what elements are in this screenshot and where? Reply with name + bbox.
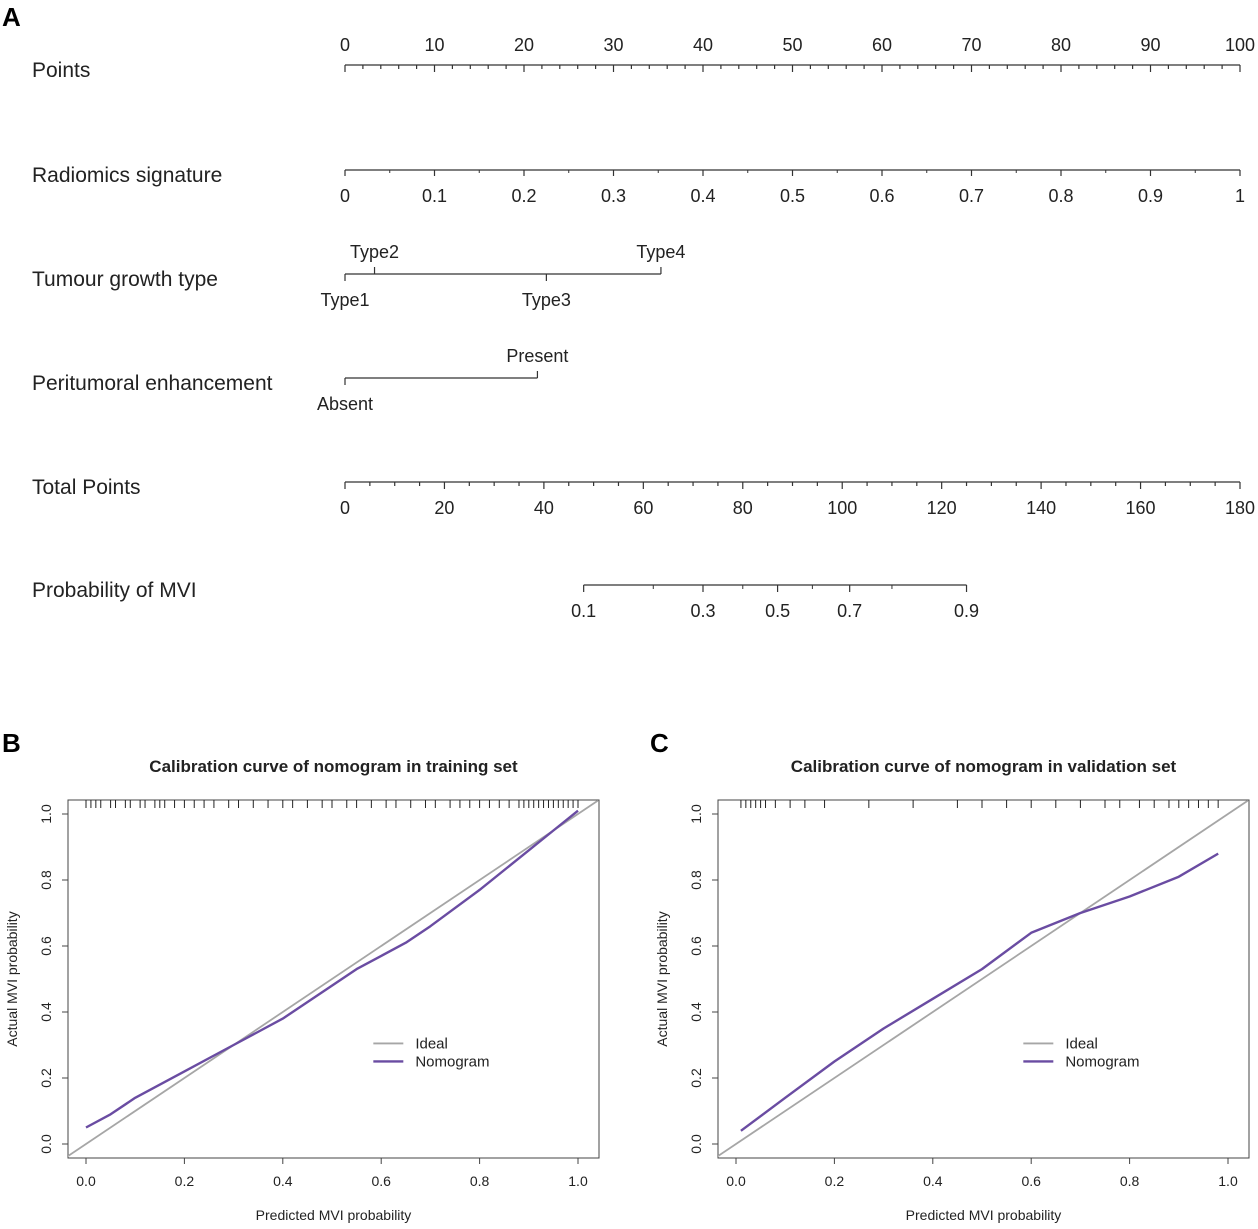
ideal-line xyxy=(68,800,599,1158)
x-tick-label: 0.8 xyxy=(470,1173,490,1189)
y-tick-label: 0.2 xyxy=(688,1068,704,1088)
y-tick-label: 0.8 xyxy=(38,870,54,890)
probability-tick-label: 0.5 xyxy=(765,601,790,621)
row-label-0: Points xyxy=(32,59,90,82)
points-tick-label: 80 xyxy=(1051,35,1071,55)
legend-ideal-label: Ideal xyxy=(1065,1035,1098,1052)
row-label-5: Probability of MVI xyxy=(32,579,197,602)
row-label-1: Radiomics signature xyxy=(32,164,222,187)
radiomics-tick-label: 0 xyxy=(340,186,350,206)
radiomics-tick-label: 0.5 xyxy=(780,186,805,206)
y-tick-label: 1.0 xyxy=(38,804,54,824)
probability-tick-label: 0.3 xyxy=(690,601,715,621)
x-tick-label: 0.4 xyxy=(923,1173,943,1189)
calibration-validation-panel: C Calibration curve of nomogram in valid… xyxy=(650,728,1250,1223)
points-tick-label: 70 xyxy=(961,35,981,55)
points-tick-label: 0 xyxy=(340,35,350,55)
total-points-tick-label: 120 xyxy=(927,498,957,518)
x-tick-label: 0.6 xyxy=(1021,1173,1041,1189)
y-axis-label: Actual MVI probability xyxy=(4,911,20,1046)
ideal-line xyxy=(718,800,1249,1158)
total-points-tick-label: 40 xyxy=(534,498,554,518)
growth-type-label: Type2 xyxy=(350,242,399,262)
x-tick-label: 0.8 xyxy=(1120,1173,1140,1189)
x-axis-label: Predicted MVI probability xyxy=(906,1207,1062,1223)
y-axis-label: Actual MVI probability xyxy=(654,911,670,1046)
points-tick-label: 30 xyxy=(603,35,623,55)
growth-type-label: Type1 xyxy=(320,290,369,310)
enhancement-label: Present xyxy=(506,346,568,366)
total-points-tick-label: 140 xyxy=(1026,498,1056,518)
points-tick-label: 50 xyxy=(782,35,802,55)
probability-tick-label: 0.7 xyxy=(837,601,862,621)
plot-frame xyxy=(717,799,1250,1159)
row-label-2: Tumour growth type xyxy=(32,268,218,291)
calibration-title: Calibration curve of nomogram in validat… xyxy=(791,757,1177,776)
y-tick-label: 0.4 xyxy=(688,1002,704,1022)
y-tick-label: 0.4 xyxy=(38,1002,54,1022)
row-label-3: Peritumoral enhancement xyxy=(32,372,273,395)
x-tick-label: 0.0 xyxy=(726,1173,746,1189)
radiomics-tick-label: 0.2 xyxy=(511,186,536,206)
probability-tick-label: 0.1 xyxy=(571,601,596,621)
growth-type-label: Type4 xyxy=(636,242,685,262)
nomogram-curve xyxy=(740,852,1219,1132)
points-tick-label: 40 xyxy=(693,35,713,55)
total-points-tick-label: 160 xyxy=(1126,498,1156,518)
radiomics-tick-label: 0.8 xyxy=(1048,186,1073,206)
calibration-training-panel: B Calibration curve of nomogram in train… xyxy=(2,728,600,1223)
plot-frame xyxy=(67,799,600,1159)
y-tick-label: 0.6 xyxy=(38,936,54,956)
radiomics-tick-label: 0.1 xyxy=(422,186,447,206)
y-tick-label: 0.2 xyxy=(38,1068,54,1088)
total-points-tick-label: 20 xyxy=(434,498,454,518)
y-tick-label: 0.0 xyxy=(38,1134,54,1154)
radiomics-tick-label: 0.4 xyxy=(690,186,715,206)
calibration-title: Calibration curve of nomogram in trainin… xyxy=(149,757,518,776)
x-tick-label: 1.0 xyxy=(1218,1173,1238,1189)
panel-b-letter: B xyxy=(2,728,21,758)
legend-ideal-label: Ideal xyxy=(415,1035,448,1052)
x-axis-label: Predicted MVI probability xyxy=(256,1207,412,1223)
total-points-tick-label: 100 xyxy=(827,498,857,518)
total-points-tick-label: 60 xyxy=(633,498,653,518)
radiomics-tick-label: 0.9 xyxy=(1138,186,1163,206)
points-tick-label: 100 xyxy=(1225,35,1255,55)
enhancement-label: Absent xyxy=(317,394,373,414)
nomogram-curve xyxy=(85,809,579,1129)
points-tick-label: 90 xyxy=(1140,35,1160,55)
x-tick-label: 1.0 xyxy=(568,1173,588,1189)
x-tick-label: 0.2 xyxy=(175,1173,195,1189)
x-tick-label: 0.6 xyxy=(371,1173,391,1189)
nomogram-panel: A Points Radiomics signature Tumour growth… xyxy=(2,2,1255,621)
probability-tick-label: 0.9 xyxy=(954,601,979,621)
y-tick-label: 0.6 xyxy=(688,936,704,956)
total-points-tick-label: 180 xyxy=(1225,498,1255,518)
legend-nomogram-label: Nomogram xyxy=(415,1053,489,1070)
legend-nomogram-label: Nomogram xyxy=(1065,1053,1139,1070)
y-tick-label: 0.0 xyxy=(688,1134,704,1154)
radiomics-tick-label: 0.7 xyxy=(959,186,984,206)
radiomics-tick-label: 0.3 xyxy=(601,186,626,206)
growth-type-label: Type3 xyxy=(522,290,571,310)
x-tick-label: 0.0 xyxy=(76,1173,96,1189)
points-tick-label: 20 xyxy=(514,35,534,55)
x-tick-label: 0.2 xyxy=(825,1173,845,1189)
panel-a-letter: A xyxy=(2,2,21,32)
radiomics-tick-label: 1 xyxy=(1235,186,1245,206)
total-points-tick-label: 0 xyxy=(340,498,350,518)
x-tick-label: 0.4 xyxy=(273,1173,293,1189)
radiomics-tick-label: 0.6 xyxy=(869,186,894,206)
row-label-4: Total Points xyxy=(32,476,141,499)
y-tick-label: 1.0 xyxy=(688,804,704,824)
total-points-tick-label: 80 xyxy=(733,498,753,518)
points-tick-label: 10 xyxy=(424,35,444,55)
panel-c-letter: C xyxy=(650,728,669,758)
y-tick-label: 0.8 xyxy=(688,870,704,890)
points-tick-label: 60 xyxy=(872,35,892,55)
